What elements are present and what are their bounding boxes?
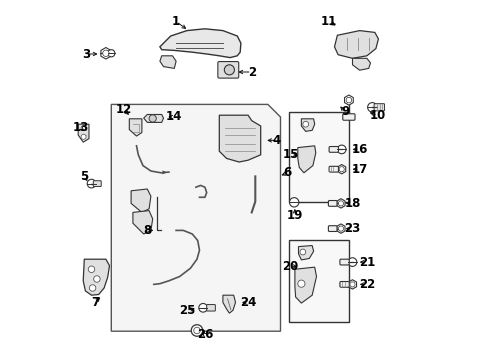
- Circle shape: [94, 276, 100, 282]
- Circle shape: [297, 280, 305, 287]
- FancyBboxPatch shape: [328, 226, 336, 231]
- Text: 12: 12: [116, 103, 132, 116]
- Polygon shape: [133, 211, 152, 234]
- Polygon shape: [131, 189, 151, 212]
- Bar: [288, 112, 348, 202]
- Text: 6: 6: [283, 166, 291, 179]
- Polygon shape: [160, 56, 176, 68]
- FancyBboxPatch shape: [373, 104, 384, 111]
- Polygon shape: [223, 295, 235, 313]
- FancyBboxPatch shape: [339, 282, 348, 287]
- FancyBboxPatch shape: [328, 147, 338, 152]
- Circle shape: [81, 126, 86, 131]
- Text: 8: 8: [143, 224, 151, 237]
- Text: 3: 3: [82, 48, 90, 60]
- FancyBboxPatch shape: [93, 181, 101, 186]
- Circle shape: [338, 226, 343, 231]
- Text: 22: 22: [358, 278, 374, 291]
- Polygon shape: [337, 165, 345, 174]
- Circle shape: [89, 285, 96, 291]
- Text: 4: 4: [272, 134, 281, 147]
- Polygon shape: [160, 29, 241, 58]
- Circle shape: [289, 198, 298, 207]
- Circle shape: [199, 303, 207, 312]
- Polygon shape: [298, 246, 313, 260]
- Circle shape: [337, 145, 346, 154]
- Circle shape: [88, 266, 95, 273]
- Circle shape: [349, 282, 354, 287]
- Text: 16: 16: [351, 143, 367, 156]
- Polygon shape: [297, 146, 315, 173]
- Circle shape: [302, 121, 308, 127]
- Text: 24: 24: [240, 296, 256, 309]
- Text: 14: 14: [166, 111, 182, 123]
- Polygon shape: [344, 95, 352, 105]
- Polygon shape: [336, 199, 345, 208]
- Text: 17: 17: [351, 163, 367, 176]
- Polygon shape: [334, 31, 378, 58]
- FancyBboxPatch shape: [328, 201, 336, 206]
- Circle shape: [338, 201, 343, 206]
- Circle shape: [224, 65, 234, 75]
- FancyBboxPatch shape: [328, 166, 338, 172]
- Text: 5: 5: [80, 170, 88, 183]
- Text: 7: 7: [91, 296, 99, 309]
- Polygon shape: [143, 114, 163, 122]
- Circle shape: [149, 115, 156, 122]
- Circle shape: [339, 167, 344, 172]
- Bar: [288, 240, 348, 322]
- Circle shape: [346, 97, 351, 103]
- Text: 2: 2: [247, 66, 255, 78]
- Polygon shape: [352, 58, 370, 70]
- Text: 9: 9: [341, 105, 349, 118]
- Polygon shape: [101, 48, 111, 59]
- Polygon shape: [219, 115, 260, 162]
- Circle shape: [87, 179, 96, 188]
- FancyBboxPatch shape: [206, 305, 215, 311]
- Circle shape: [191, 325, 203, 336]
- Text: 23: 23: [344, 222, 360, 235]
- Polygon shape: [348, 280, 356, 289]
- Circle shape: [193, 327, 200, 334]
- Text: 13: 13: [72, 121, 89, 134]
- Circle shape: [107, 50, 115, 57]
- Polygon shape: [129, 119, 142, 136]
- Text: 26: 26: [196, 328, 213, 341]
- Circle shape: [347, 258, 356, 266]
- Circle shape: [102, 50, 109, 57]
- Polygon shape: [83, 259, 109, 295]
- Polygon shape: [111, 104, 280, 331]
- Text: 19: 19: [286, 209, 303, 222]
- Polygon shape: [294, 267, 316, 303]
- Text: 25: 25: [178, 304, 195, 317]
- Text: 20: 20: [282, 260, 298, 273]
- Circle shape: [299, 249, 305, 255]
- Circle shape: [81, 134, 86, 139]
- Text: 21: 21: [358, 256, 374, 269]
- Polygon shape: [336, 224, 345, 233]
- Text: 10: 10: [369, 109, 385, 122]
- FancyBboxPatch shape: [218, 62, 238, 78]
- Circle shape: [367, 103, 376, 112]
- FancyBboxPatch shape: [339, 259, 348, 265]
- Polygon shape: [301, 119, 314, 131]
- Polygon shape: [78, 124, 89, 142]
- Text: 11: 11: [320, 15, 337, 28]
- Text: 18: 18: [344, 197, 360, 210]
- Text: 1: 1: [172, 15, 180, 28]
- Text: 15: 15: [283, 148, 299, 161]
- FancyBboxPatch shape: [342, 114, 354, 120]
